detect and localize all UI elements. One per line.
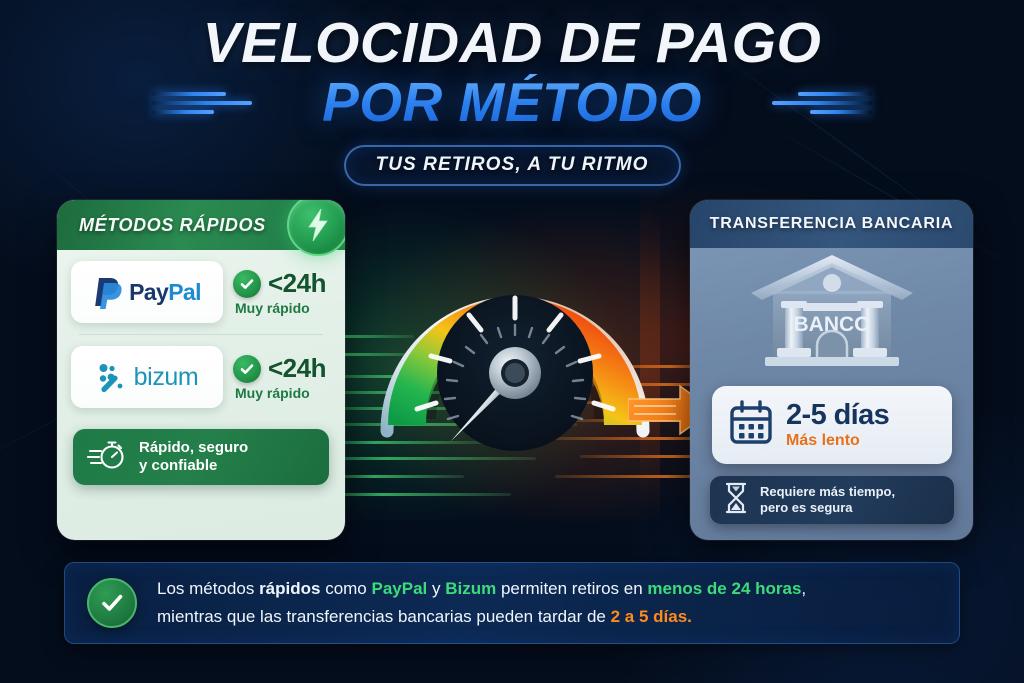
stopwatch-icon <box>86 438 127 477</box>
paypal-speed: <24h Muy rápido <box>233 268 327 316</box>
trust-line1: Rápido, seguro <box>139 439 249 456</box>
bank-note-box: Requiere más tiempo, pero es segura <box>710 476 954 524</box>
summary-banner-text: Los métodos rápidos como PayPal y Bizum … <box>157 575 806 630</box>
hourglass-icon <box>723 482 749 519</box>
method-row-bizum[interactable]: bizum <24h Muy rápido <box>57 335 345 419</box>
lightning-bolt-icon <box>287 200 345 256</box>
paypal-text-pay: Pay <box>129 278 169 305</box>
bank-transfer-title: TRANSFERENCIA BANCARIA <box>709 215 954 232</box>
bank-transfer-header: TRANSFERENCIA BANCARIA <box>690 200 973 248</box>
panel-divider <box>79 334 323 335</box>
summary-seg-24h: menos de 24 horas <box>647 579 802 599</box>
page-title-line1: VELOCIDAD DE PAGO <box>202 11 822 75</box>
summary-seg-4: y <box>427 579 446 599</box>
summary-seg-paypal: PayPal <box>371 579 428 599</box>
page-title-line2: POR MÉTODO <box>322 71 702 134</box>
summary-seg-7: mientras que las transferencias bancaria… <box>157 607 611 626</box>
delivery-days-card: 2-5 días Más lento <box>712 386 952 464</box>
page-title-line2-wrap: POR MÉTODO <box>0 74 1024 136</box>
speed-lines-right-icon <box>764 92 872 118</box>
summary-seg-3: como <box>320 579 372 599</box>
header: VELOCIDAD DE PAGO POR MÉTODO TUS RETIROS… <box>0 11 1024 187</box>
bizum-speed-note: Muy rápido <box>235 385 310 401</box>
bank-note-line1: Requiere más tiempo, <box>760 484 896 500</box>
delivery-days-value: 2-5 días <box>786 399 890 432</box>
summary-banner: Los métodos rápidos como PayPal y Bizum … <box>64 562 960 644</box>
paypal-speed-note: Muy rápido <box>235 300 310 316</box>
subtitle-pill: TUS RETIROS, A TU RITMO <box>343 145 681 187</box>
trust-text: Rápido, seguro y confiable <box>139 439 248 475</box>
paypal-speed-value: <24h <box>268 268 327 298</box>
fast-methods-title: MÉTODOS RÁPIDOS <box>79 214 266 235</box>
bizum-text: bizum <box>133 362 199 391</box>
bank-note-line2: pero es segura <box>760 500 853 515</box>
paypal-text-pal: Pal <box>168 278 201 305</box>
check-circle-icon <box>233 354 261 383</box>
summary-seg-1: Los métodos <box>157 579 260 599</box>
summary-seg-days: 2 a 5 días. <box>610 607 692 626</box>
summary-seg-bizum: Bizum <box>445 579 497 599</box>
bizum-speed-value: <24h <box>268 353 327 383</box>
bank-building-icon: BANCO <box>690 248 973 376</box>
summary-seg-5: permiten retiros en <box>496 579 648 599</box>
trust-box: Rápido, seguro y confiable <box>73 429 329 485</box>
speed-lines-left-icon <box>152 92 260 118</box>
bank-transfer-panel: TRANSFERENCIA BANCARIA <box>690 200 973 540</box>
fast-methods-panel: MÉTODOS RÁPIDOS PayPal <box>57 200 345 540</box>
summary-seg-2: rápidos <box>259 579 321 599</box>
paypal-mark-icon <box>95 278 122 309</box>
speedometer-gauge <box>380 295 650 451</box>
speed-gauge-zone <box>300 181 700 545</box>
paypal-logo: PayPal <box>71 261 223 323</box>
bizum-logo: bizum <box>71 346 223 408</box>
bizum-speed: <24h Muy rápido <box>233 353 327 401</box>
fast-methods-header: MÉTODOS RÁPIDOS <box>57 200 345 256</box>
delivery-days-text: 2-5 días Más lento <box>786 399 890 449</box>
check-circle-icon <box>87 578 137 628</box>
method-row-paypal[interactable]: PayPal <24h Muy rápido <box>57 250 345 334</box>
calendar-icon <box>728 399 774 451</box>
summary-seg-6: , <box>801 579 807 599</box>
bizum-mark-icon <box>99 364 123 393</box>
check-circle-icon <box>233 269 261 298</box>
bank-note-text: Requiere más tiempo, pero es segura <box>760 484 895 516</box>
bank-label: BANCO <box>793 313 870 336</box>
delivery-days-note: Más lento <box>786 431 860 449</box>
trust-line2: y confiable <box>139 457 218 474</box>
